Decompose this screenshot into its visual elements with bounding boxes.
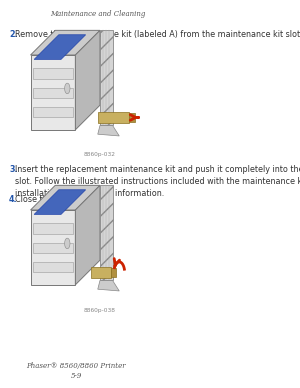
- Polygon shape: [31, 185, 100, 210]
- Text: 2.: 2.: [9, 30, 18, 39]
- Text: Maintenance and Cleaning: Maintenance and Cleaning: [50, 10, 145, 18]
- Text: Remove the maintenance kit (labeled A) from the maintenance kit slot.: Remove the maintenance kit (labeled A) f…: [15, 30, 300, 39]
- Polygon shape: [98, 281, 119, 291]
- Text: 4.: 4.: [9, 195, 18, 204]
- Text: 8860p-032: 8860p-032: [83, 152, 115, 157]
- Bar: [33, 68, 73, 79]
- Text: Insert the replacement maintenance kit and push it completely into the maintenan: Insert the replacement maintenance kit a…: [15, 165, 300, 197]
- Bar: [33, 88, 73, 98]
- Bar: [111, 268, 116, 277]
- Circle shape: [64, 83, 70, 94]
- Bar: [100, 185, 112, 281]
- Polygon shape: [31, 30, 100, 55]
- Bar: [129, 113, 134, 122]
- Text: Phaser® 8560/8860 Printer: Phaser® 8560/8860 Printer: [27, 362, 126, 370]
- Bar: [33, 242, 73, 253]
- Text: Close the side door.: Close the side door.: [15, 195, 95, 204]
- Bar: [33, 107, 73, 118]
- Text: 5-9: 5-9: [71, 372, 82, 380]
- Bar: [100, 30, 112, 125]
- Bar: [31, 55, 75, 130]
- Circle shape: [64, 238, 70, 249]
- Bar: [31, 210, 75, 285]
- Bar: [33, 223, 73, 234]
- Polygon shape: [34, 35, 86, 59]
- Polygon shape: [75, 185, 100, 285]
- Bar: [33, 262, 73, 272]
- Text: 3.: 3.: [9, 165, 18, 174]
- Polygon shape: [98, 125, 119, 136]
- Bar: [98, 112, 129, 123]
- Polygon shape: [34, 190, 86, 215]
- Polygon shape: [75, 30, 100, 130]
- Bar: [91, 267, 111, 278]
- Text: 8860p-038: 8860p-038: [83, 308, 115, 313]
